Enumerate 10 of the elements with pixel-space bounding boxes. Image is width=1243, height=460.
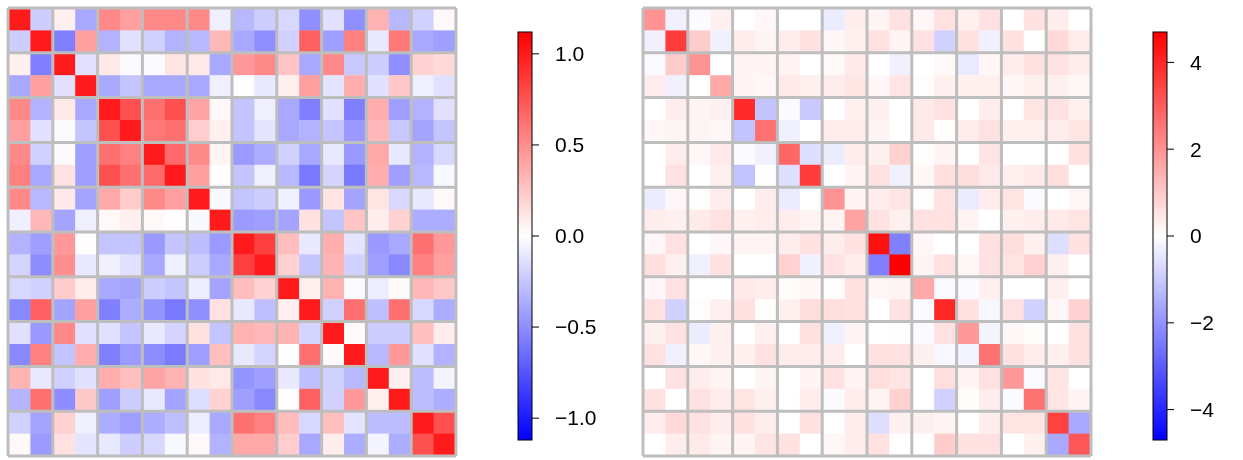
color-bar-label: −2 [1190, 311, 1214, 335]
color-bar-label: −0.5 [555, 315, 597, 339]
color-bar-label: −1.0 [555, 406, 597, 430]
color-bar-label: 2 [1190, 137, 1202, 161]
color-bar-label: 4 [1190, 50, 1202, 74]
color-bar-label: −4 [1190, 397, 1215, 421]
color-bar-label: 1.0 [555, 42, 585, 66]
color-bar-label: 0.5 [555, 133, 585, 157]
color-bar-label: 0.0 [555, 224, 585, 248]
color-bar-label: 0 [1190, 224, 1202, 248]
